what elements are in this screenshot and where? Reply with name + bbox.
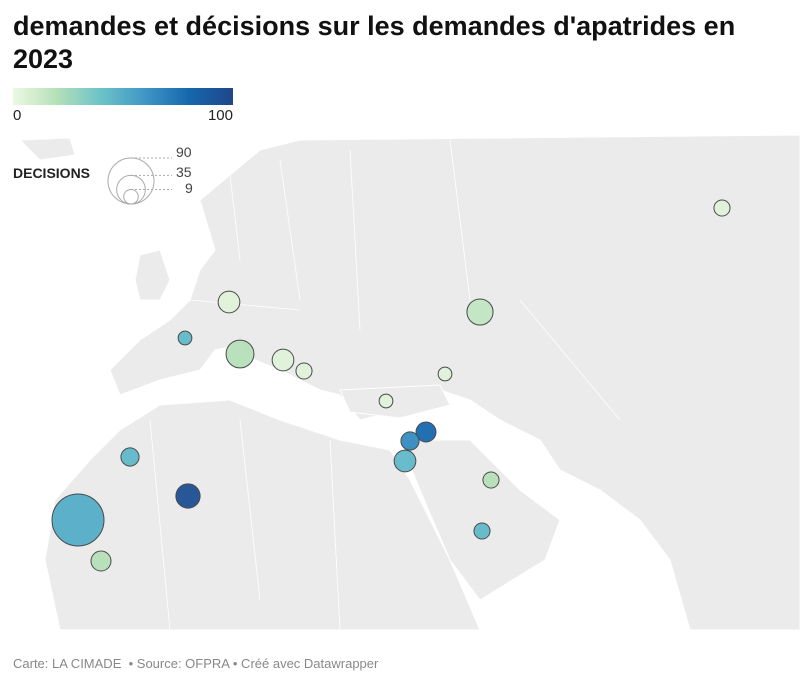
size-legend (107, 157, 172, 205)
size-legend-90: 90 (176, 144, 192, 160)
marker-circle[interactable] (378, 393, 394, 409)
marker-circle[interactable] (217, 290, 241, 314)
marker-circle[interactable] (225, 339, 255, 369)
marker-circle[interactable] (177, 330, 193, 346)
legend-min: 0 (13, 107, 22, 124)
marker-circle[interactable] (466, 298, 494, 326)
footer-source: • Source: OFPRA (128, 656, 230, 671)
marker-circle[interactable] (437, 366, 453, 382)
marker-circle[interactable] (271, 348, 295, 372)
color-legend: 0 100 (13, 88, 233, 124)
marker-circle[interactable] (295, 362, 313, 380)
size-legend-35: 35 (176, 164, 192, 180)
size-legend-circle (123, 188, 139, 205)
marker-circle[interactable] (713, 199, 731, 217)
marker-circle[interactable] (400, 431, 420, 451)
land-turkey (339, 384, 451, 419)
marker-circle[interactable] (90, 550, 112, 572)
land-iceland (18, 137, 76, 161)
marker-circle[interactable] (482, 471, 500, 489)
size-legend-label: DECISIONS (13, 165, 91, 181)
marker-circle[interactable] (175, 483, 201, 509)
footer: Carte: LA CIMADE • Source: OFPRA • Créé … (13, 656, 378, 671)
size-legend-9: 9 (185, 180, 193, 196)
size-legend-circle (107, 157, 155, 205)
marker-circle[interactable] (393, 449, 417, 473)
marker-circle[interactable] (51, 493, 105, 547)
land-arabia (399, 439, 561, 601)
marker-layer (51, 199, 731, 572)
chart-title: demandes et décisions sur les demandes d… (13, 11, 736, 74)
land-uk (134, 249, 171, 301)
legend-max: 100 (207, 107, 233, 124)
color-gradient (13, 88, 233, 105)
marker-circle[interactable] (415, 421, 437, 443)
footer-tool: • Créé avec Datawrapper (232, 656, 379, 671)
marker-circle[interactable] (473, 522, 491, 540)
marker-circle[interactable] (120, 447, 140, 467)
footer-credit: Carte: LA CIMADE (13, 656, 122, 671)
